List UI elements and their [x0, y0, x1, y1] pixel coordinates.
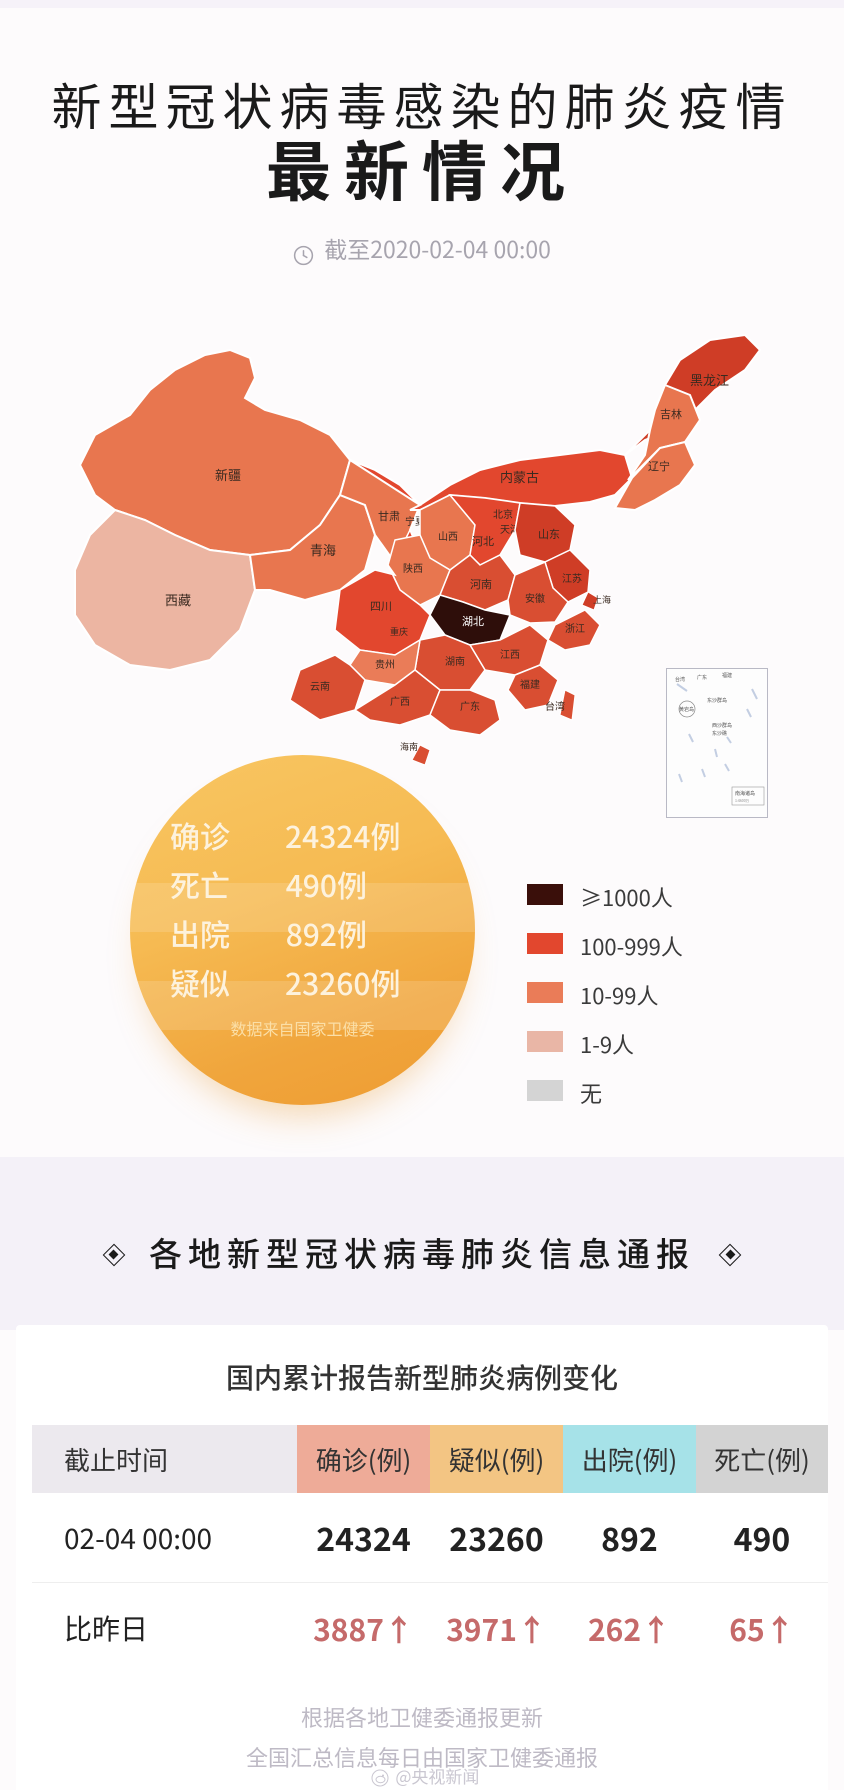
svg-text:山西: 山西	[438, 528, 458, 543]
svg-text:云南: 云南	[310, 678, 330, 693]
svg-text:安徽: 安徽	[525, 590, 545, 605]
svg-text:黄岩岛: 黄岩岛	[679, 706, 694, 713]
svg-text:吉林: 吉林	[660, 406, 682, 422]
svg-text:海南: 海南	[400, 740, 418, 753]
svg-text:重庆: 重庆	[390, 625, 408, 638]
svg-text:西沙群岛: 西沙群岛	[712, 722, 732, 729]
svg-text:广东: 广东	[460, 698, 480, 713]
svg-text:四川: 四川	[370, 598, 392, 614]
svg-text:江苏: 江苏	[562, 570, 582, 585]
svg-text:辽宁: 辽宁	[648, 458, 670, 474]
svg-text:台湾: 台湾	[675, 676, 685, 683]
svg-text:陕西: 陕西	[403, 560, 423, 575]
svg-text:台湾: 台湾	[545, 698, 565, 713]
svg-text:福建: 福建	[520, 676, 540, 691]
svg-text:东沙礁: 东沙礁	[712, 730, 727, 737]
svg-text:甘肃: 甘肃	[378, 508, 400, 524]
svg-text:内蒙古: 内蒙古	[500, 467, 539, 486]
svg-text:西藏: 西藏	[165, 590, 191, 609]
svg-text:北京: 北京	[493, 506, 513, 521]
svg-text:黑龙江: 黑龙江	[690, 370, 729, 389]
svg-text:贵州: 贵州	[375, 656, 395, 671]
svg-text:福建: 福建	[722, 672, 732, 679]
svg-text:浙江: 浙江	[565, 620, 585, 635]
svg-text:1:4600万: 1:4600万	[735, 799, 750, 804]
svg-text:湖北: 湖北	[462, 613, 484, 629]
svg-text:广西: 广西	[390, 693, 410, 708]
svg-text:河南: 河南	[470, 576, 492, 592]
svg-text:河北: 河北	[472, 533, 494, 549]
svg-text:新疆: 新疆	[215, 465, 241, 484]
svg-text:广东: 广东	[697, 674, 707, 681]
svg-text:青海: 青海	[310, 540, 336, 559]
svg-text:江西: 江西	[500, 646, 520, 661]
svg-text:湖南: 湖南	[445, 653, 465, 668]
svg-text:上海: 上海	[593, 593, 611, 606]
svg-text:山东: 山东	[538, 526, 560, 542]
svg-text:南海诸岛: 南海诸岛	[735, 790, 755, 797]
svg-text:东沙群岛: 东沙群岛	[707, 697, 727, 704]
